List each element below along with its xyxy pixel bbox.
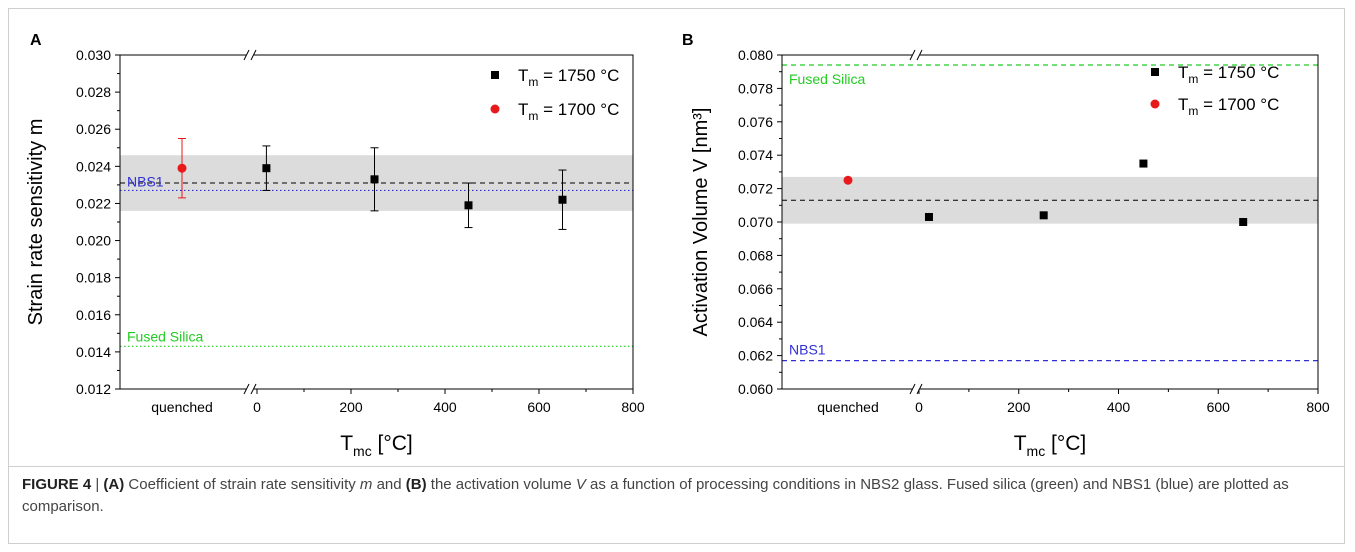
x-tick-label: 200 [339, 399, 363, 415]
y-tick-label: 0.076 [738, 114, 773, 130]
uncertainty-band [782, 176, 1318, 224]
axis-break-mark [243, 49, 250, 61]
axis-break-gap [912, 386, 920, 392]
y-tick-label: 0.030 [76, 47, 111, 63]
legend-label: Tm = 1750 °C [1178, 63, 1279, 86]
legend-marker-square [491, 71, 499, 79]
caption-figure-label: FIGURE 4 [22, 476, 92, 493]
y-tick-label: 0.064 [738, 314, 773, 330]
y-axis-label: Activation Volume V [nm³] [690, 108, 712, 337]
y-tick-label: 0.016 [76, 307, 111, 323]
legend-label: Tm = 1700 °C [1178, 95, 1279, 118]
x-tick-label: 800 [1306, 399, 1330, 415]
x-tick-label: 800 [621, 399, 645, 415]
y-tick-label: 0.074 [738, 147, 773, 163]
figure-caption: FIGURE 4 | (A) Coefficient of strain rat… [22, 474, 1332, 518]
data-point-circle [177, 163, 187, 173]
axis-break-mark [250, 49, 257, 61]
y-tick-label: 0.078 [738, 80, 773, 96]
caption-text-4: as a function of processing conditions i… [22, 476, 1289, 515]
x-tick-label: 0 [915, 399, 923, 415]
y-tick-label: 0.060 [738, 381, 773, 397]
data-point-square [1239, 218, 1248, 226]
axis-break-mark [909, 383, 916, 395]
data-point-square [262, 164, 271, 173]
y-tick-label: 0.066 [738, 281, 773, 297]
data-point-square [1139, 159, 1148, 168]
x-tick-label-quenched: quenched [151, 399, 213, 415]
y-tick-label: 0.080 [738, 47, 773, 63]
y-tick-label: 0.062 [738, 348, 773, 364]
x-tick-label: 200 [1007, 399, 1031, 415]
y-tick-label: 0.012 [76, 381, 111, 397]
axis-break-gap [246, 52, 254, 58]
caption-part-b: (B) [405, 476, 427, 493]
caption-text-3: the activation volume [426, 476, 576, 493]
data-point-square [924, 212, 933, 221]
x-tick-label: 600 [1207, 399, 1231, 415]
y-tick-label: 0.026 [76, 121, 111, 137]
caption-separator-text: | [91, 476, 104, 493]
data-point-square [464, 201, 473, 210]
caption-text-2: and [372, 476, 406, 493]
caption-text-1: Coefficient of strain rate sensitivity [124, 476, 360, 493]
panel-label: A [30, 32, 42, 49]
figure-charts: NBS1 Fused Silica 0.012 0.014 0.016 0.018 0.02… [25, 32, 1330, 459]
y-tick-label: 0.024 [76, 158, 111, 174]
reference-label-nbs1: NBS1 [127, 173, 164, 189]
y-tick-label: 0.018 [76, 270, 111, 286]
reference-label-fused-silica: Fused Silica [127, 328, 203, 344]
x-tick-label: 400 [1107, 399, 1131, 415]
reference-label-fused-silica: Fused Silica [789, 71, 865, 87]
y-tick-label: 0.020 [76, 233, 111, 249]
data-point-square [1039, 211, 1048, 220]
axis-break-gap [912, 52, 920, 58]
x-tick-label: 0 [253, 399, 261, 415]
y-tick-label: 0.072 [738, 181, 773, 197]
legend-marker-square [1151, 68, 1159, 76]
x-axis-label: Tmc [°C] [1014, 432, 1087, 459]
legend-label: Tm = 1750 °C [518, 66, 619, 89]
axis-break-mark [909, 49, 916, 61]
y-tick-label: 0.028 [76, 84, 111, 100]
data-point-square [558, 195, 567, 204]
axis-break-gap [246, 386, 254, 392]
y-tick-label: 0.014 [76, 344, 111, 360]
data-point-square [370, 175, 379, 184]
axis-break-mark [916, 49, 923, 61]
caption-separator [9, 466, 1344, 467]
y-tick-label: 0.070 [738, 214, 773, 230]
x-tick-label: 400 [433, 399, 457, 415]
x-axis-label: Tmc [°C] [340, 432, 413, 459]
chart-panel-b: Fused Silica NBS1 0.060 0.062 0.064 0.066 0.06… [682, 32, 1330, 459]
y-tick-label: 0.068 [738, 247, 773, 263]
caption-v-symbol: V [575, 476, 586, 493]
panel-label: B [682, 32, 694, 49]
axis-break-mark [250, 383, 257, 395]
y-axis-label: Strain rate sensitivity m [25, 119, 47, 326]
x-tick-label: 600 [527, 399, 551, 415]
legend-label: Tm = 1700 °C [518, 100, 619, 123]
legend-marker-circle [1150, 99, 1160, 109]
chart-panel-a: NBS1 Fused Silica 0.012 0.014 0.016 0.018 0.02… [25, 32, 645, 459]
legend-marker-circle [490, 104, 500, 114]
y-tick-label: 0.022 [76, 195, 111, 211]
data-point-circle [843, 175, 853, 185]
figure-frame [8, 8, 1345, 544]
x-tick-label-quenched: quenched [817, 399, 879, 415]
caption-m-symbol: m [359, 476, 373, 493]
caption-part-a: (A) [103, 476, 125, 493]
reference-label-nbs1: NBS1 [789, 342, 826, 358]
axis-break-mark [243, 383, 250, 395]
